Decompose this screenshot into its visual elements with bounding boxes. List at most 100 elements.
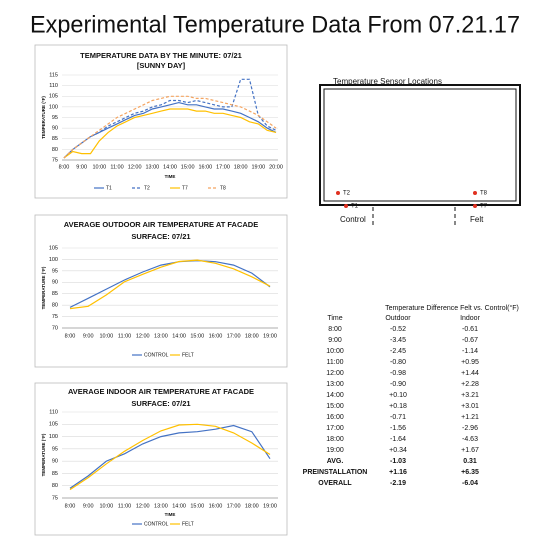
series-line [69, 259, 271, 308]
table-summary-cell: +6.35 [461, 469, 479, 476]
table-cell: -3.45 [390, 337, 406, 344]
table-cell: -0.80 [390, 359, 406, 366]
x-tick-label: 9:00 [83, 503, 94, 509]
table-cell: 9:00 [328, 337, 342, 344]
x-tick-label: 9:00 [76, 164, 87, 170]
x-tick-label: 19:00 [251, 164, 265, 170]
table-cell: +3.01 [461, 403, 479, 410]
y-tick-label: 75 [52, 157, 58, 163]
sensor-dot [473, 191, 477, 195]
x-tick-label: 16:00 [209, 503, 223, 509]
series-line [63, 108, 277, 159]
table-header: Indoor [460, 315, 481, 322]
table-cell: +0.34 [389, 447, 407, 454]
chart-subtitle: SURFACE: 07/21 [131, 399, 190, 408]
table-cell: 13:00 [326, 381, 344, 388]
series-line [69, 423, 271, 491]
y-tick-label: 75 [52, 495, 58, 501]
series-line [63, 78, 277, 159]
x-tick-label: 16:00 [209, 333, 223, 339]
table-cell: +1.44 [461, 370, 479, 377]
x-tick-label: 15:00 [181, 164, 195, 170]
y-tick-label: 110 [49, 83, 58, 89]
table-summary-cell: PREINSTALLATION [303, 469, 368, 476]
y-tick-label: 100 [49, 257, 58, 263]
x-tick-label: 12:00 [136, 503, 150, 509]
x-tick-label: 14:00 [172, 503, 186, 509]
y-tick-label: 105 [49, 245, 58, 251]
sensor-label: T1 [351, 204, 359, 210]
legend-label: CONTROL [144, 352, 169, 358]
table-summary-cell: -6.04 [462, 480, 478, 487]
table-cell: +0.10 [389, 392, 407, 399]
zone-label: Control [340, 215, 366, 224]
series-line [63, 95, 277, 159]
x-tick-label: 11:00 [118, 503, 131, 509]
table-cell: -2.96 [462, 425, 478, 432]
page-title: Experimental Temperature Data From 07.21… [30, 11, 520, 38]
x-tick-label: 8:00 [65, 503, 76, 509]
legend-label: CONTROL [144, 521, 169, 527]
sensor-label: T2 [343, 191, 351, 197]
y-tick-label: 75 [52, 314, 58, 320]
x-tick-label: 19:00 [263, 333, 277, 339]
y-tick-label: 85 [52, 136, 58, 142]
table-cell: -1.56 [390, 425, 406, 432]
y-tick-label: 105 [49, 94, 58, 100]
table-cell: 16:00 [326, 414, 344, 421]
x-tick-label: 18:00 [245, 503, 259, 509]
chart-frame [34, 214, 288, 368]
diagram-title: Temperature Sensor Locations [333, 77, 442, 86]
x-tick-label: 12:00 [128, 164, 142, 170]
x-tick-label: 8:00 [65, 333, 76, 339]
table-cell: -1.14 [462, 348, 478, 355]
table-cell: +2.28 [461, 381, 479, 388]
y-tick-label: 105 [49, 422, 58, 428]
chart-frame [34, 382, 288, 536]
table-cell: -0.98 [390, 370, 406, 377]
chart-frame [34, 44, 288, 199]
legend-label: T1 [106, 185, 112, 191]
x-tick-label: 14:00 [172, 333, 186, 339]
table-cell: 10:00 [326, 348, 344, 355]
y-tick-label: 90 [52, 126, 58, 132]
sensor-diagram: Temperature Sensor Locations T2 T1 T8 T7… [319, 77, 521, 228]
x-tick-label: 18:00 [234, 164, 248, 170]
y-tick-label: 115 [49, 72, 58, 78]
table-cell: 17:00 [326, 425, 344, 432]
x-tick-label: 13:00 [145, 164, 159, 170]
y-tick-label: 90 [52, 459, 58, 465]
y-tick-label: 85 [52, 291, 58, 297]
table-cell: 12:00 [326, 370, 344, 377]
x-tick-label: 16:00 [198, 164, 212, 170]
sensor-dot [344, 204, 348, 208]
table-cell: +3.21 [461, 392, 479, 399]
x-tick-label: 12:00 [136, 333, 150, 339]
x-axis-label: TIME [165, 174, 176, 179]
table-cell: 19:00 [326, 447, 344, 454]
y-axis-label: TEMPERATURE (°F) [41, 266, 46, 309]
table-cell: +1.67 [461, 447, 479, 454]
table-cell: +0.18 [389, 403, 407, 410]
sensor-dot [473, 204, 477, 208]
sensor-dot [336, 191, 340, 195]
x-tick-label: 17:00 [216, 164, 230, 170]
x-tick-label: 9:00 [83, 333, 94, 339]
x-tick-label: 13:00 [154, 503, 168, 509]
x-tick-label: 13:00 [154, 333, 168, 339]
x-tick-label: 17:00 [227, 333, 241, 339]
chart-title: TEMPERATURE DATA BY THE MINUTE: 07/21 [80, 51, 242, 60]
chart-subtitle: [SUNNY DAY] [137, 61, 186, 70]
table-cell: +1.21 [461, 414, 479, 421]
y-tick-label: 80 [52, 147, 58, 153]
y-tick-label: 80 [52, 303, 58, 309]
table-cell: 14:00 [326, 392, 344, 399]
table-cell: -0.61 [462, 326, 478, 333]
x-tick-label: 8:00 [59, 164, 70, 170]
table-cell: -0.90 [390, 381, 406, 388]
x-tick-label: 11:00 [118, 333, 131, 339]
y-tick-label: 95 [52, 268, 58, 274]
table-summary-cell: +1.16 [389, 469, 407, 476]
y-tick-label: 100 [49, 104, 58, 110]
